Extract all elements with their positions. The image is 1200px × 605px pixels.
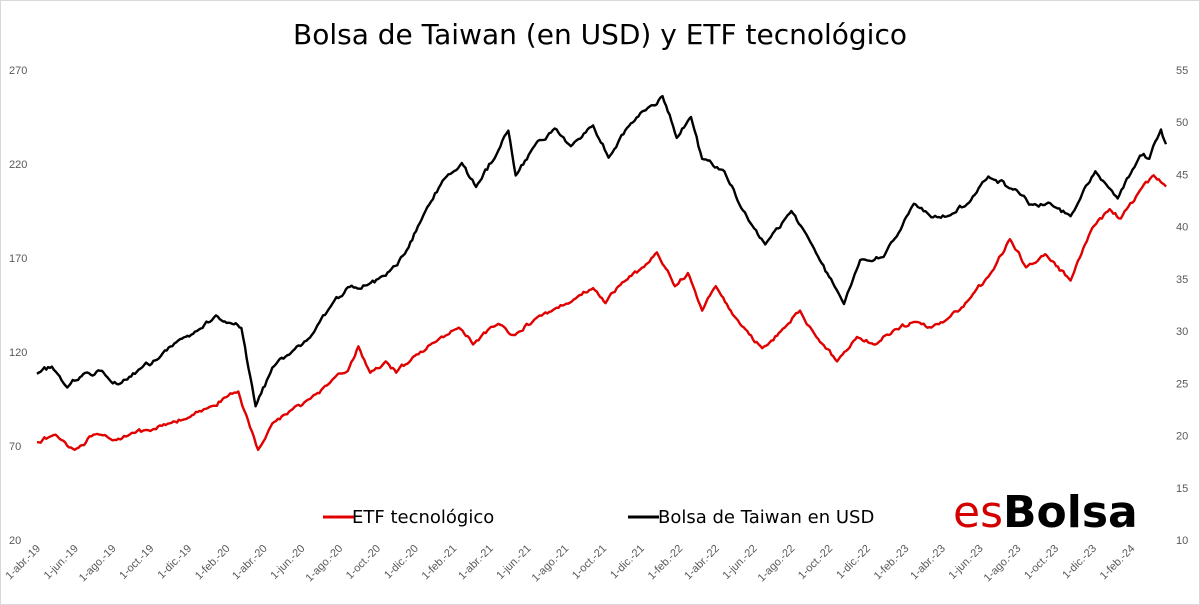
chart-title: Bolsa de Taiwan (en USD) y ETF tecnológi… <box>293 18 907 51</box>
x-tick-label: 1-oct.-20 <box>344 543 383 582</box>
legend: ETF tecnológico Bolsa de Taiwan en USD <box>323 507 874 528</box>
x-tick-label: 1-jun.-23 <box>947 543 986 582</box>
y-right-tick-label: 10 <box>1176 535 1188 547</box>
y-left-tick-label: 70 <box>9 441 21 453</box>
x-tick-label: 1-abr.-21 <box>456 543 496 583</box>
esbolsa-logo: esBolsa <box>953 487 1138 538</box>
x-tick-label: 1-abr.-19 <box>4 543 44 583</box>
logo-bolsa-text: Bolsa <box>1003 487 1138 538</box>
series-group <box>36 94 1168 451</box>
x-tick-label: 1-oct.-22 <box>796 543 835 582</box>
y-right-tick-label: 55 <box>1176 65 1188 77</box>
y-left-tick-label: 20 <box>9 535 21 547</box>
y-right-tick-label: 25 <box>1176 378 1188 390</box>
x-tick-label: 1-oct.-21 <box>570 543 609 582</box>
svg-text:esBolsa: esBolsa <box>953 487 1138 538</box>
x-tick-label: 1-dic.-23 <box>1060 543 1099 582</box>
logo-es-text: es <box>953 487 1003 538</box>
x-tick-label: 1-feb.-20 <box>193 543 233 583</box>
y-right-tick-label: 50 <box>1176 117 1188 129</box>
x-tick-label: 1-oct.-19 <box>117 543 156 582</box>
y-right-tick-label: 15 <box>1176 483 1188 495</box>
x-tick-label: 1-abr.-22 <box>682 543 722 583</box>
y-left-tick-label: 220 <box>9 159 27 171</box>
x-tick-label: 1-jun.-19 <box>42 543 81 582</box>
x-tick-label: 1-abr.-23 <box>908 543 948 583</box>
x-axis: 1-abr.-191-jun.-191-ago.-191-oct.-19 1-di… <box>4 543 1138 585</box>
x-tick-label: 1-dic.-22 <box>834 543 873 582</box>
x-tick-label: 1-jun.-22 <box>720 543 759 582</box>
left-axis: 20 70 120 170 220 270 <box>9 65 27 547</box>
x-tick-label: 1-feb.-22 <box>646 543 686 583</box>
x-tick-label: 1-oct.-23 <box>1022 543 1061 582</box>
x-tick-label: 1-ago.-19 <box>77 543 119 585</box>
right-axis: 10 15 20 25 30 35 40 45 50 55 <box>1176 65 1188 547</box>
x-tick-label: 1-feb.-24 <box>1098 543 1138 583</box>
y-left-tick-label: 170 <box>9 253 27 265</box>
x-tick-label: 1-ago.-21 <box>530 543 572 585</box>
x-tick-label: 1-jun.-20 <box>268 543 307 582</box>
x-tick-label: 1-dic.-20 <box>382 543 421 582</box>
y-left-tick-label: 270 <box>9 65 27 77</box>
x-tick-label: 1-feb.-21 <box>420 543 460 583</box>
y-right-tick-label: 45 <box>1176 169 1188 181</box>
y-left-tick-label: 120 <box>9 347 27 359</box>
y-right-tick-label: 30 <box>1176 326 1188 338</box>
x-tick-label: 1-dic.-19 <box>155 543 194 582</box>
legend-taiwan-label: Bolsa de Taiwan en USD <box>658 507 874 528</box>
x-tick-label: 1-abr.-20 <box>230 543 270 583</box>
legend-etf-label: ETF tecnológico <box>352 507 494 528</box>
series-line-taiwan <box>36 94 1168 408</box>
x-tick-label: 1-ago.-22 <box>756 543 798 585</box>
x-tick-label: 1-ago.-20 <box>304 543 346 585</box>
y-right-tick-label: 35 <box>1176 274 1188 286</box>
x-tick-label: 1-dic.-21 <box>608 543 647 582</box>
x-tick-label: 1-jun.-21 <box>494 543 533 582</box>
x-tick-label: 1-ago.-23 <box>982 543 1024 585</box>
x-tick-label: 1-feb.-23 <box>872 543 912 583</box>
y-right-tick-label: 20 <box>1176 431 1188 443</box>
y-right-tick-label: 40 <box>1176 222 1188 234</box>
series-line-etf <box>36 174 1167 451</box>
